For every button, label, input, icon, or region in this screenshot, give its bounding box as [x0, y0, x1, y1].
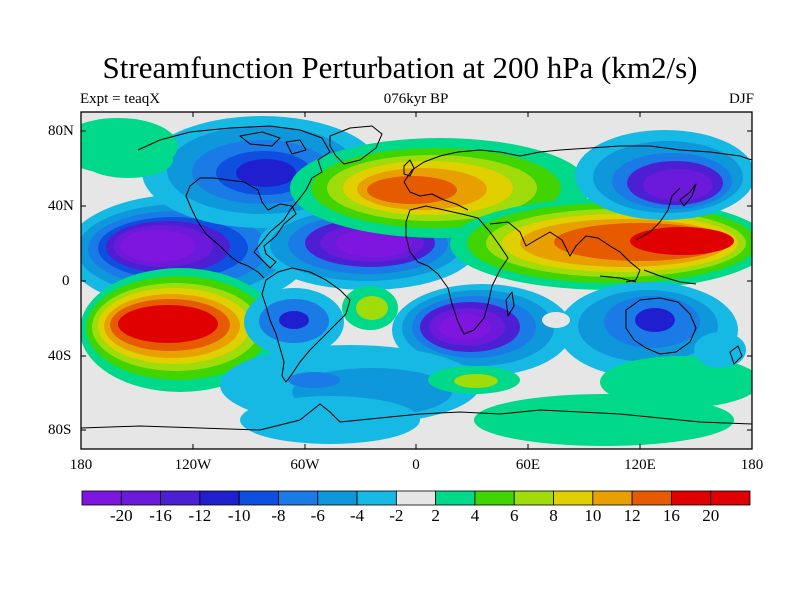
lat-tick-80n: 80N: [48, 123, 74, 139]
coast-greenland: [329, 125, 383, 165]
positive-patch-alaska: [81, 118, 178, 178]
colorbar-label: 10: [584, 506, 602, 525]
colorbar-swatch: [513, 490, 554, 506]
lon-tick-60w: 60W: [290, 457, 320, 473]
lat-tick-40n: 40N: [48, 198, 74, 214]
colorbar-swatch: [278, 490, 319, 506]
lat-tick-40s: 40S: [48, 348, 72, 364]
colorbar-swatch: [356, 490, 397, 506]
negative-center-atlantic: [258, 202, 478, 290]
lat-tick-80s: 80S: [48, 422, 72, 438]
colorbar-label: -8: [271, 506, 286, 525]
experiment-label: Expt = teaqX: [80, 91, 161, 107]
coast-south-america: [261, 267, 351, 383]
colorbar-swatch: [160, 490, 201, 506]
colorbar-swatch: [592, 490, 633, 506]
colorbar-swatch: [238, 490, 279, 506]
colorbar-swatch: [120, 490, 161, 506]
colorbar-label: -12: [188, 506, 212, 525]
lon-tick-120e: 120E: [624, 457, 656, 473]
chart-title: Streamfunction Perturbation at 200 hPa (…: [102, 50, 698, 85]
lon-tick-60e: 60E: [515, 457, 541, 473]
positive-center-asia: [450, 198, 752, 290]
positive-center-south-pacific: [81, 268, 280, 392]
lat-tick-0: 0: [62, 273, 70, 289]
colorbar-swatch: [710, 490, 751, 506]
southern-ocean-features: [220, 312, 752, 446]
colorbar-label: 6: [509, 506, 519, 525]
coast-madagascar: [505, 291, 515, 317]
colorbar-label: 16: [662, 506, 680, 525]
colorbar-label: -10: [227, 506, 251, 525]
negative-center-south-africa: [392, 284, 572, 376]
colorbar-label: -2: [389, 506, 404, 525]
colorbar-label: -6: [310, 506, 325, 525]
colorbar-swatch: [199, 490, 240, 506]
colorbar-label: -4: [349, 506, 365, 525]
negative-center-nw-pacific: [575, 130, 752, 220]
colorbar-label: 4: [470, 506, 480, 525]
period-label: 076kyr BP: [383, 91, 449, 107]
colorbar-label: 8: [549, 506, 558, 525]
colorbar-swatch: [395, 490, 437, 506]
axis-ticks: [81, 112, 752, 449]
contour-fill-layer: [81, 116, 752, 446]
coast-europe: [403, 145, 752, 211]
colorbar-swatch: [81, 490, 122, 506]
colorbar-label: 2: [431, 506, 440, 525]
coast-africa: [405, 205, 509, 335]
coast-new-zealand: [729, 345, 743, 365]
lon-tick-0: 0: [412, 457, 420, 473]
coast-north-america: [137, 125, 331, 279]
coast-britain: [403, 159, 415, 177]
lon-tick-180e: 180: [740, 457, 764, 473]
colorbar-swatch: [553, 490, 594, 506]
colorbar-label: -20: [109, 506, 133, 525]
season-label: DJF: [728, 91, 754, 107]
lon-tick-180w: 180: [69, 457, 93, 473]
colorbar-label: 12: [623, 506, 641, 525]
colorbar-swatch: [631, 490, 672, 506]
coast-indonesia: [599, 269, 697, 285]
colorbar-swatch: [671, 490, 712, 506]
colorbar-swatch: [317, 490, 358, 506]
colorbar-swatch: [435, 490, 476, 506]
colorbar: [81, 490, 751, 506]
coast-japan: [679, 183, 697, 207]
colorbar-swatch: [474, 490, 515, 506]
coast-arctic-islands: [239, 131, 307, 155]
positive-center-south-atlantic: [342, 286, 398, 330]
coastlines: [81, 125, 752, 431]
coast-australia: [625, 297, 697, 355]
coast-south-asia: [489, 187, 681, 283]
colorbar-label: 20: [702, 506, 720, 525]
lon-tick-120w: 120W: [174, 457, 212, 473]
coast-antarctica: [81, 403, 752, 431]
negative-center-south-america: [244, 288, 344, 356]
colorbar-label: -16: [149, 506, 172, 525]
